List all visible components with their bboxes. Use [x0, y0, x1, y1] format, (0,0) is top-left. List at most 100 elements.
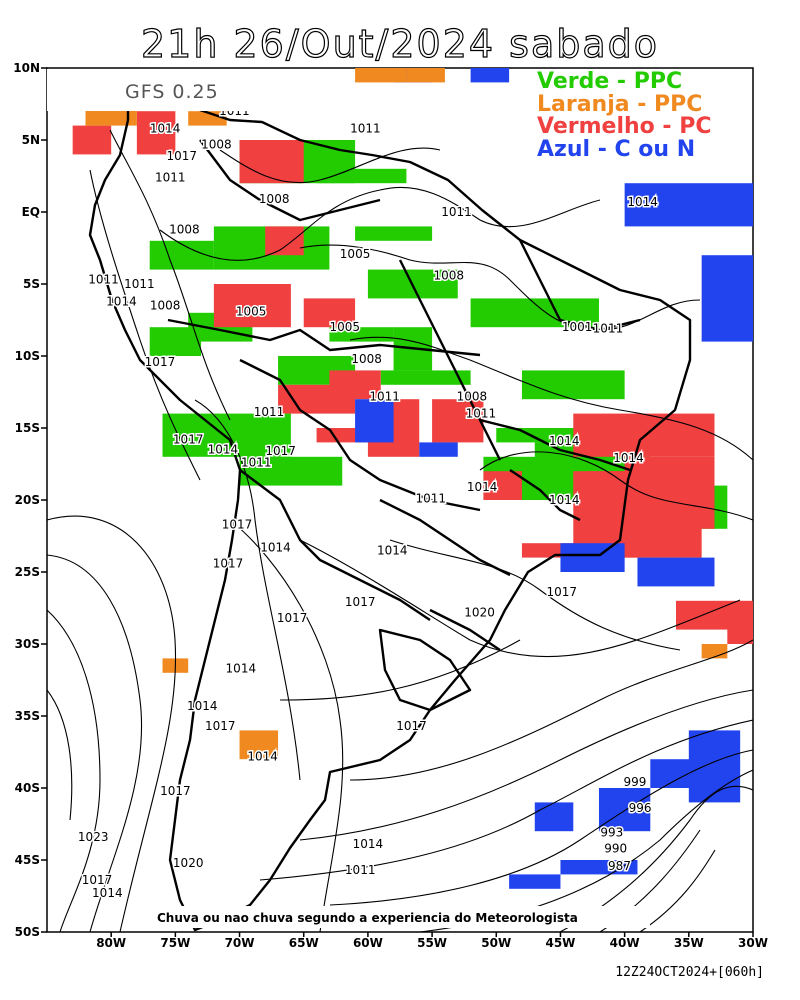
legend: Verde - PPC Laranja - PPC Vermelho - PC … — [537, 69, 711, 162]
isobar-label: 1017 — [205, 719, 236, 733]
isobar-label: 1014 — [549, 434, 580, 448]
latitude-label: 35S — [15, 709, 40, 723]
latitude-label: 30S — [15, 637, 40, 651]
longitude-label: 80W — [96, 936, 126, 950]
isobar-label: 1008 — [201, 137, 232, 151]
isobar-label: 1014 — [208, 443, 239, 457]
isobar-label: 1017 — [160, 784, 191, 798]
isobar-label: 1014 — [260, 541, 291, 555]
blue-precip-area — [560, 860, 638, 875]
latitude-label: 40S — [15, 781, 40, 795]
isobar-label: 1011 — [345, 863, 376, 877]
orange-precip-area — [239, 730, 279, 760]
longitude-label: 70W — [225, 936, 255, 950]
isobar-label: 1014 — [106, 294, 137, 308]
legend-orange: Laranja - PPC — [537, 92, 702, 117]
isobar-label: 1011 — [124, 277, 155, 291]
isobar-label: 1005 — [330, 320, 361, 334]
isobar-label: 1014 — [226, 661, 257, 675]
isobar-label: 1017 — [213, 556, 244, 570]
longitude-labels: 80W 75W 70W 65W 60W 55W 50W 45W 40W 35W 30W — [96, 932, 768, 950]
isobar-label: 1011 — [241, 456, 272, 470]
red-precip-area — [727, 615, 753, 644]
legend-red: Vermelho - PC — [537, 114, 711, 139]
red-precip-area — [483, 471, 522, 500]
blue-precip-area — [419, 442, 458, 457]
isobar-label: 1014 — [150, 121, 181, 135]
timestamp: 12Z24OCT2024+[060h] — [615, 965, 764, 980]
green-precip-area — [149, 240, 214, 270]
longitude-label: 35W — [674, 936, 704, 950]
orange-precip-area — [406, 68, 445, 83]
latitude-label: 50S — [15, 925, 40, 939]
legend-green: Verde - PPC — [537, 69, 682, 94]
longitude-label: 65W — [289, 936, 319, 950]
latitude-label: 25S — [15, 565, 40, 579]
isobar-label: 1014 — [353, 837, 384, 851]
map-title: 21h 26/Out/2024 sabado — [140, 21, 660, 66]
isobar-labels: 1014101110111008101710111008101110081005… — [76, 103, 659, 924]
isobar-label: 1008 — [150, 299, 181, 313]
isobar-label: 1011 — [441, 205, 472, 219]
latitude-label: 15S — [15, 421, 40, 435]
isobar-label: 1005 — [340, 247, 371, 261]
blue-precip-area — [753, 140, 792, 169]
isobar-label: 990 — [604, 841, 627, 855]
latitude-label: 5S — [23, 277, 40, 291]
legend-blue: Azul - C ou N — [537, 137, 695, 162]
longitude-label: 75W — [160, 936, 190, 950]
longitude-label: 45W — [545, 936, 575, 950]
isobar-label: 999 — [623, 775, 646, 789]
orange-precip-area — [355, 68, 407, 83]
model-label-box — [47, 69, 329, 111]
latitude-label: EQ — [22, 205, 40, 219]
latitude-label: 5N — [22, 133, 40, 147]
green-precip-area — [162, 413, 291, 457]
isobar-label: 1020 — [173, 856, 204, 870]
isobar-label: 1008 — [457, 389, 488, 403]
isobar-label: 1017 — [222, 517, 253, 531]
green-precip-area — [355, 226, 433, 241]
isobar-label: 1011 — [369, 389, 400, 403]
footer-note: Chuva ou nao chuva segundo a experiencia… — [157, 911, 578, 925]
green-precip-area — [329, 327, 394, 342]
isobar-label: 1011 — [416, 492, 447, 506]
footer-box — [150, 906, 650, 928]
isobar-label: 1017 — [265, 444, 296, 458]
isobar-label: 1011 — [466, 407, 497, 421]
blue-precip-area — [534, 802, 574, 832]
blue-precip-area — [637, 557, 715, 587]
blue-precip-area — [560, 543, 625, 572]
red-precip-area — [213, 284, 291, 328]
isobar-label: 1014 — [627, 195, 658, 209]
isobar-label: 1011 — [593, 322, 624, 336]
isobar-label: 1020 — [464, 605, 495, 619]
red-precip-area — [72, 125, 112, 155]
isobar-label: 1017 — [145, 355, 176, 369]
isobar-label: 996 — [629, 801, 652, 815]
isobar-label: 987 — [608, 859, 631, 873]
longitude-label: 50W — [481, 936, 511, 950]
blue-precip-area — [598, 788, 651, 832]
red-precip-area — [239, 140, 304, 184]
blue-precip-area — [509, 874, 561, 889]
isobar-label: 1014 — [613, 451, 644, 465]
red-precip-area — [303, 298, 356, 328]
isobar-label: 1014 — [187, 699, 218, 713]
green-precip-area — [316, 168, 407, 184]
isobar-label: 1011 — [88, 273, 119, 287]
latitude-label: 10N — [13, 61, 40, 75]
red-precip-area — [432, 399, 484, 443]
red-precip-area — [329, 370, 381, 400]
red-precip-area — [136, 111, 176, 155]
longitude-label: 40W — [610, 936, 640, 950]
green-precip-area — [521, 370, 625, 400]
red-precip-area — [265, 226, 304, 256]
green-precip-area — [239, 456, 343, 486]
red-precip-area — [624, 456, 715, 529]
isobar-label: 1008 — [351, 352, 382, 366]
latitude-labels: 10N 5N EQ 5S 10S 15S 20S 25S 30S 35S 40S 45S 50S — [13, 61, 47, 939]
blue-precip-area — [701, 255, 753, 342]
isobar-label: 1017 — [82, 873, 113, 887]
